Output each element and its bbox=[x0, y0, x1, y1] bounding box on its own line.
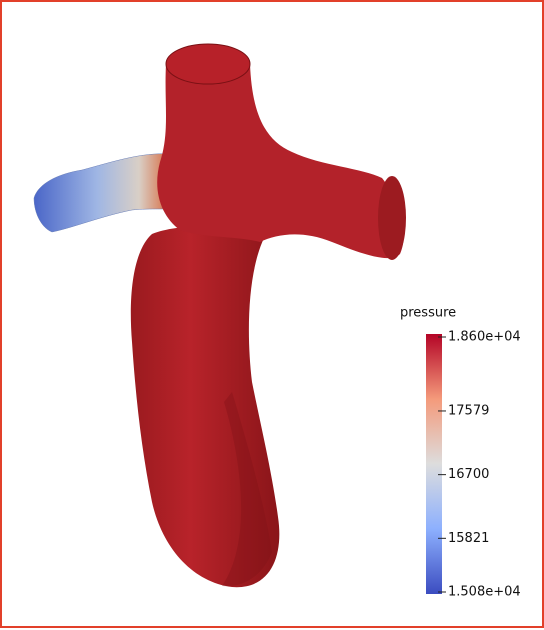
legend-title: pressure bbox=[400, 306, 456, 321]
render-view: pressure 1.860e+04 17579 16700 15821 1.508e+… bbox=[0, 0, 544, 628]
left-branch bbox=[34, 154, 174, 232]
tick-label: 15821 bbox=[448, 531, 489, 546]
page: {"legend": {"title": "pressure", "ticks"… bbox=[0, 0, 544, 628]
tick-label: 17579 bbox=[448, 403, 489, 418]
color-bar bbox=[426, 334, 442, 594]
vessel-model bbox=[34, 44, 406, 587]
tick-label: 1.860e+04 bbox=[448, 330, 521, 345]
render-canvas: pressure 1.860e+04 17579 16700 15821 1.508e+… bbox=[2, 2, 542, 626]
trunk-cap bbox=[166, 44, 250, 84]
right-cap bbox=[378, 176, 406, 260]
tick-label: 1.508e+04 bbox=[448, 585, 521, 600]
trunk bbox=[157, 64, 403, 258]
tick-label: 16700 bbox=[448, 467, 489, 482]
color-legend: pressure 1.860e+04 17579 16700 15821 1.508e+… bbox=[400, 306, 521, 600]
